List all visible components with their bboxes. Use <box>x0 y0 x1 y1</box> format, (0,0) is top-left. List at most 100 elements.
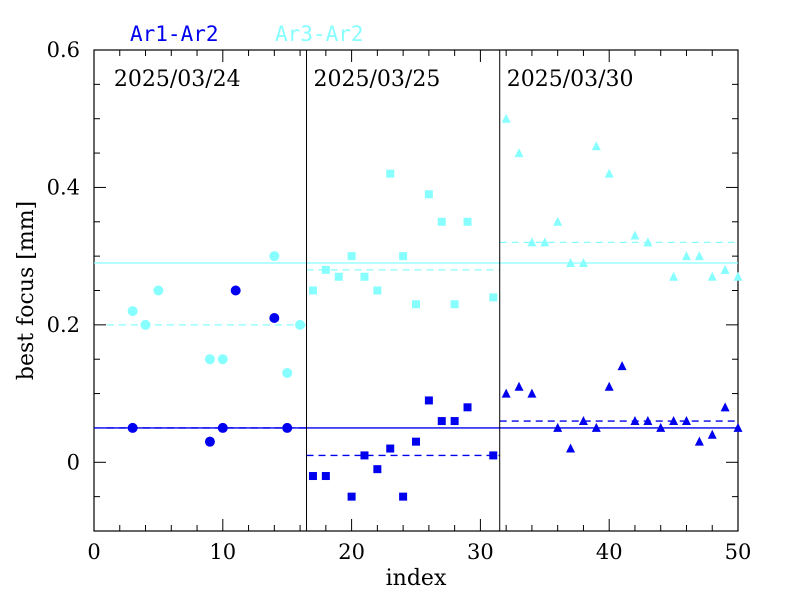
data-point <box>269 312 280 323</box>
x-tick-label: 30 <box>467 540 494 564</box>
x-axis-label: index <box>386 566 447 591</box>
data-point <box>656 422 666 432</box>
data-point <box>347 492 356 501</box>
data-point <box>347 252 356 261</box>
data-point <box>591 141 601 151</box>
data-point <box>669 416 679 426</box>
x-tick-label: 10 <box>209 540 236 564</box>
data-point <box>230 285 241 296</box>
data-point <box>489 293 498 302</box>
data-point <box>437 217 446 226</box>
data-point <box>566 258 576 268</box>
data-point <box>360 451 369 460</box>
data-point <box>720 402 730 412</box>
data-point <box>527 237 537 247</box>
data-point <box>399 492 408 501</box>
data-point <box>707 429 717 439</box>
data-point <box>540 237 550 247</box>
data-point <box>604 381 614 391</box>
data-point <box>733 271 743 281</box>
data-point <box>360 272 369 281</box>
data-point <box>553 216 563 226</box>
session-dividers <box>306 50 501 531</box>
data-point <box>643 416 653 426</box>
data-point <box>424 190 433 199</box>
data-point <box>514 148 524 158</box>
data-point <box>424 396 433 405</box>
data-point <box>501 113 511 123</box>
plot-frame <box>93 49 739 532</box>
text-labels: 0 10 20 30 40 50 0 0.2 0.4 0.6 index best focus [mm… <box>14 22 751 591</box>
data-point <box>437 417 446 426</box>
data-point <box>578 258 588 268</box>
x-tick-label: 0 <box>87 540 100 564</box>
y-tick-label: 0.6 <box>47 38 80 62</box>
data-point <box>630 416 640 426</box>
data-point <box>399 252 408 261</box>
session-label: 2025/03/25 <box>314 67 441 92</box>
data-point <box>733 422 743 432</box>
data-point <box>373 286 382 295</box>
y-tick-label: 0 <box>67 450 80 474</box>
data-point <box>127 422 138 433</box>
data-point <box>591 422 601 432</box>
data-point <box>204 354 215 365</box>
data-point <box>527 388 537 398</box>
data-point <box>694 436 704 446</box>
data-point <box>553 422 563 432</box>
data-point <box>295 319 306 330</box>
data-point <box>630 230 640 240</box>
x-tick-label: 40 <box>596 540 623 564</box>
data-point <box>321 265 330 274</box>
data-point <box>140 319 151 330</box>
data-point <box>681 251 691 261</box>
x-tick-label: 20 <box>338 540 365 564</box>
data-point <box>412 437 420 446</box>
y-axis-label: best focus [mm] <box>14 201 39 380</box>
data-point <box>707 271 717 281</box>
data-point <box>127 306 138 317</box>
data-point <box>373 465 382 474</box>
data-point <box>514 381 524 391</box>
data-points <box>127 113 743 501</box>
y-tick-label: 0.2 <box>47 313 80 337</box>
data-point <box>308 472 317 481</box>
data-point <box>489 451 498 460</box>
data-point <box>217 422 228 433</box>
data-point <box>321 472 330 481</box>
data-point <box>269 251 280 262</box>
data-point <box>669 271 679 281</box>
data-point <box>694 251 704 261</box>
data-point <box>153 285 164 296</box>
data-point <box>463 217 472 226</box>
data-point <box>578 416 588 426</box>
data-point <box>450 300 459 309</box>
data-point <box>386 444 395 453</box>
data-point <box>566 443 576 453</box>
data-point <box>204 436 215 447</box>
session-label: 2025/03/24 <box>114 67 241 92</box>
legend-entry: Ar3-Ar2 <box>275 22 364 46</box>
data-point <box>334 272 343 281</box>
mean-lines <box>94 241 738 457</box>
axis-ticks <box>93 49 739 532</box>
data-point <box>412 300 420 309</box>
data-point <box>308 286 317 295</box>
data-point <box>643 237 653 247</box>
y-tick-label: 0.4 <box>47 175 80 199</box>
data-point <box>450 417 459 426</box>
session-label: 2025/03/30 <box>507 67 634 92</box>
data-point <box>681 416 691 426</box>
data-point <box>217 354 228 365</box>
x-tick-label: 50 <box>725 540 752 564</box>
data-point <box>501 388 511 398</box>
data-point <box>720 264 730 274</box>
data-point <box>617 361 627 371</box>
data-point <box>282 367 293 378</box>
data-point <box>604 168 614 178</box>
data-point <box>386 169 395 178</box>
data-point <box>463 403 472 412</box>
legend-entry: Ar1-Ar2 <box>130 22 219 46</box>
